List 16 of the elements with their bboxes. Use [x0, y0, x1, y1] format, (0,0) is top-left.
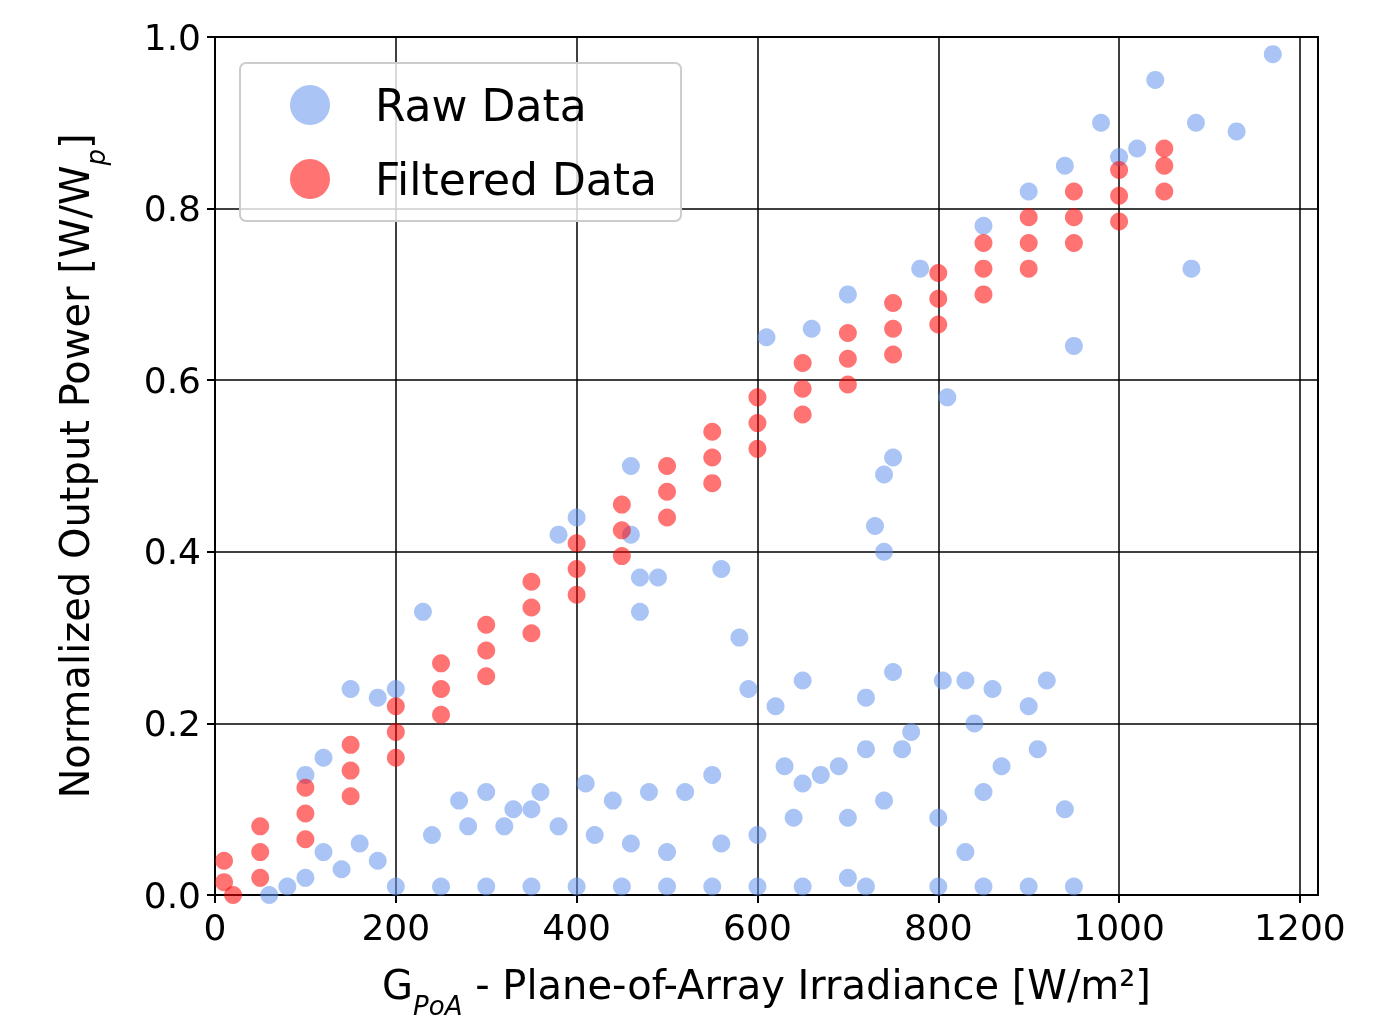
y-tick-label: 0.8: [143, 188, 201, 230]
x-tick-label: 1000: [1073, 906, 1165, 948]
legend-label: Raw Data: [375, 79, 587, 131]
y-tick-label: 0.0: [143, 874, 201, 916]
x-tick-label: 1200: [1254, 906, 1346, 948]
y-axis-title: Normalized Output Power [W/Wp]: [52, 133, 111, 799]
y-tick-label: 0.2: [143, 702, 201, 744]
y-tick-label: 0.4: [143, 531, 201, 573]
y-tick-label: 0.6: [143, 359, 201, 401]
y-tick-label: 1.0: [143, 16, 201, 58]
x-tick-label: 400: [542, 906, 611, 948]
legend-label: Filtered Data: [375, 153, 658, 205]
x-tick-label: 200: [361, 906, 431, 948]
x-tick-label: 600: [723, 906, 792, 948]
x-tick-label: 800: [903, 906, 973, 948]
x-tick-label: 0: [203, 906, 227, 948]
